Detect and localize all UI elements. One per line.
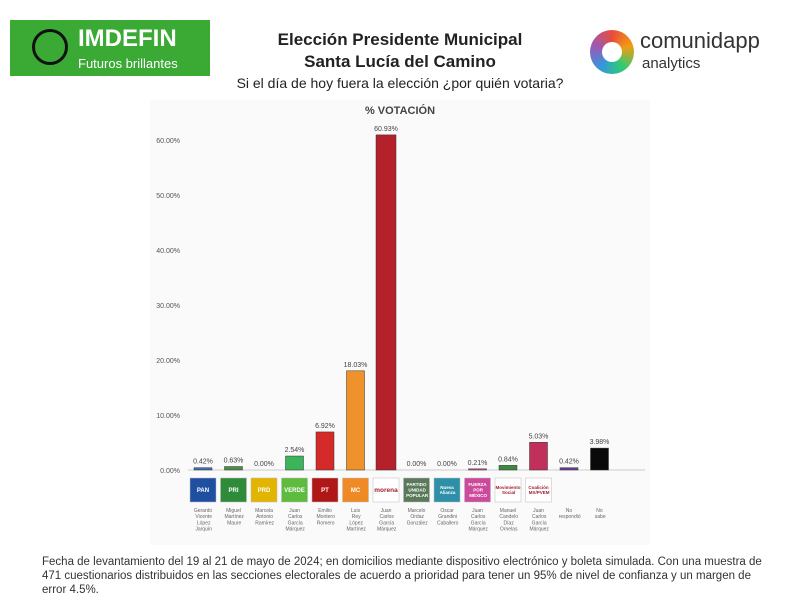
party-logo-text: PRD <box>258 488 271 494</box>
data-label: 0.00% <box>407 461 427 468</box>
data-label: 3.98% <box>590 439 610 446</box>
bar <box>315 431 335 471</box>
globe-icon <box>32 29 68 65</box>
y-tick-label: 40.00% <box>156 248 180 255</box>
category-label: Juan Carlos García Márquez <box>467 508 488 533</box>
party-logo <box>464 477 491 503</box>
party-logo <box>189 477 217 503</box>
y-tick-label: 0.00% <box>160 468 180 475</box>
bar <box>346 370 365 471</box>
party-logo-text: FUERZA POR MÉXICO <box>468 482 488 498</box>
party-logo-text: PRI <box>228 488 238 494</box>
imdefin-logo: IMDEFIN Futuros brillantes <box>10 20 210 76</box>
category-label: No respondió <box>557 508 581 520</box>
data-label: 0.00% <box>254 461 274 468</box>
footer-note: Fecha de levantamiento del 19 al 21 de m… <box>42 556 762 596</box>
category-label: Oscar Grandini Caballero <box>436 508 459 526</box>
bar <box>498 465 518 471</box>
party-logo <box>433 477 461 503</box>
party-logo <box>403 477 430 503</box>
bar <box>529 442 548 471</box>
chart-title: % VOTACIÓN <box>364 105 436 117</box>
category-label: No sabe <box>593 508 605 520</box>
category-label: Juan Carlos García Márquez <box>376 508 397 533</box>
y-tick-label: 30.00% <box>156 303 180 310</box>
title-line2: Santa Lucía del Camino <box>304 52 496 71</box>
party-logo <box>250 477 278 503</box>
party-logo-text: Nueva Alianza <box>439 485 456 495</box>
category-label: Luis Rey López Martínez <box>345 508 366 533</box>
data-label: 6.92% <box>315 423 335 430</box>
y-tick-label: 60.00% <box>156 138 180 145</box>
category-label: Juan Carlos García Márquez <box>284 508 305 533</box>
party-logo-text: MC <box>351 488 361 494</box>
data-label: 2.54% <box>285 447 305 454</box>
party-logo <box>372 477 400 503</box>
party-logo-text: morena <box>374 487 398 494</box>
party-logo <box>525 477 552 503</box>
category-label: Manuel Candelo Díaz Ornelas <box>498 508 518 533</box>
data-label: 60.93% <box>374 126 398 133</box>
data-label: 18.03% <box>344 362 368 369</box>
imdefin-tagline: Futuros brillantes <box>78 56 178 71</box>
bar <box>468 468 487 471</box>
bar <box>285 455 304 471</box>
chart-svg: 0.00% 10.00% 20.00% 30.00% 40.00% 50.00% 60.00… <box>156 126 645 533</box>
category-label: Juan Carlos García Márquez <box>528 508 549 533</box>
y-tick-label: 10.00% <box>156 413 180 420</box>
data-label: 0.42% <box>559 459 579 466</box>
bar <box>375 134 397 471</box>
title-line1: Elección Presidente Municipal <box>277 30 523 49</box>
category-label: Miguel Martínez Maure <box>223 508 244 526</box>
party-logo-text: PT <box>321 488 329 494</box>
party-logo-text: Coalición MX/PVEM <box>527 485 549 495</box>
category-label: Emilio Montero Romero <box>315 508 335 526</box>
imdefin-name: IMDEFIN <box>78 25 177 52</box>
party-logo <box>311 477 339 503</box>
bar <box>590 447 609 471</box>
bar <box>193 467 213 471</box>
category-label: Marcela Antonio Ramírez <box>254 508 275 526</box>
category-label: Marcelo Ordaz González <box>405 508 428 526</box>
data-label: 0.21% <box>468 460 488 467</box>
party-logo-text: PAN <box>197 488 209 494</box>
party-logo <box>281 477 308 503</box>
chart: % VOTACIÓN 0.00% 10.00% 20.00% 30.00% 40.00%… <box>150 100 650 545</box>
data-label: 0.00% <box>437 461 457 468</box>
party-logo <box>220 477 247 503</box>
data-label: 5.03% <box>529 433 549 440</box>
party-logo-text: Movimiento Social <box>495 485 520 495</box>
category-label: Gerardo Vicente López Jarquín <box>194 508 213 533</box>
party-logo-text: VERDE <box>284 488 305 494</box>
data-label: 0.42% <box>193 459 213 466</box>
y-tick-label: 50.00% <box>156 193 180 200</box>
party-logo <box>494 477 522 503</box>
question: Si el día de hoy fuera la elección ¿por … <box>236 75 564 91</box>
party-logo <box>342 477 369 503</box>
bar <box>224 466 243 471</box>
data-label: 0.84% <box>498 456 518 463</box>
aperture-icon <box>590 30 634 74</box>
brand-sub: analytics <box>642 55 701 72</box>
data-label: 0.63% <box>224 458 244 465</box>
comunidapp-logo: comunidapp analytics <box>590 28 790 82</box>
bar <box>559 467 579 471</box>
brand-name: comunidapp <box>640 28 760 53</box>
party-logo-text: PARTIDO UNIDAD POPULAR <box>405 482 429 498</box>
y-tick-label: 20.00% <box>156 358 180 365</box>
